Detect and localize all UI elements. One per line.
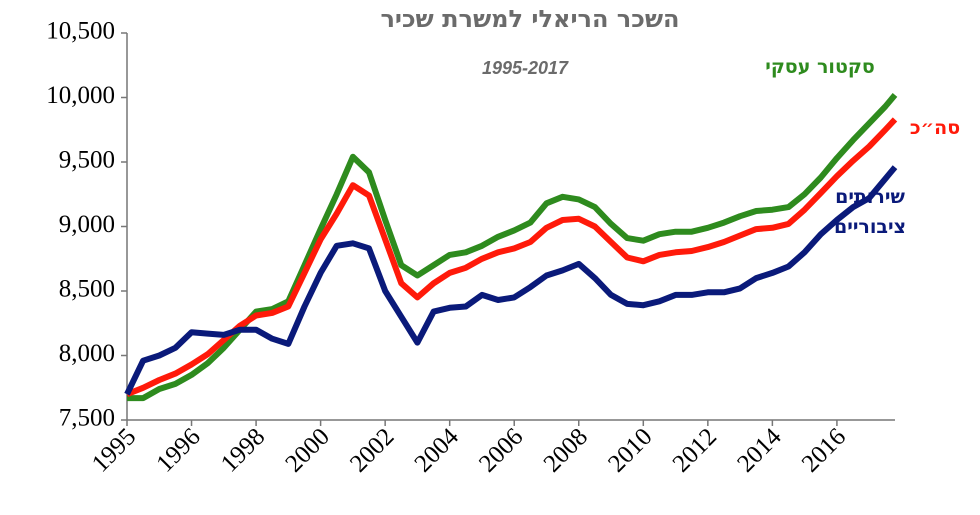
chart-title: השכר הריאלי למשרת שכיר [380,5,679,33]
series-line [125,117,898,397]
x-tick-label: 2012 [668,423,722,477]
series-line [124,165,898,396]
series-label: שירותים ציבוריים [834,186,906,238]
y-tick-label: 7,500 [59,405,115,432]
chart-subtitle: 1995-2017 [482,58,569,78]
x-tick-label: 2004 [410,423,465,478]
x-tick-label: 1996 [151,423,205,477]
x-tick-label: 1998 [216,423,270,477]
y-tick-label: 10,500 [46,18,115,45]
x-tick-label: 2006 [474,423,528,477]
series-label: סקטור עסקי [765,56,875,78]
y-tick-label: 8,000 [59,340,115,367]
x-tick-label: 2008 [539,423,593,477]
y-tick-label: 9,000 [59,211,115,238]
x-tick-label: 2002 [345,423,399,477]
y-tick-label: 8,500 [59,276,115,303]
x-tick-label: 2010 [603,423,657,477]
x-tick-label: 2000 [280,423,334,477]
series-label: סה״כ [909,117,961,139]
x-tick-label: 2016 [797,423,851,477]
series-line [127,92,898,402]
y-tick-label: 9,500 [59,147,115,174]
y-tick-label: 10,000 [46,82,115,109]
x-tick-label: 2014 [732,423,787,478]
